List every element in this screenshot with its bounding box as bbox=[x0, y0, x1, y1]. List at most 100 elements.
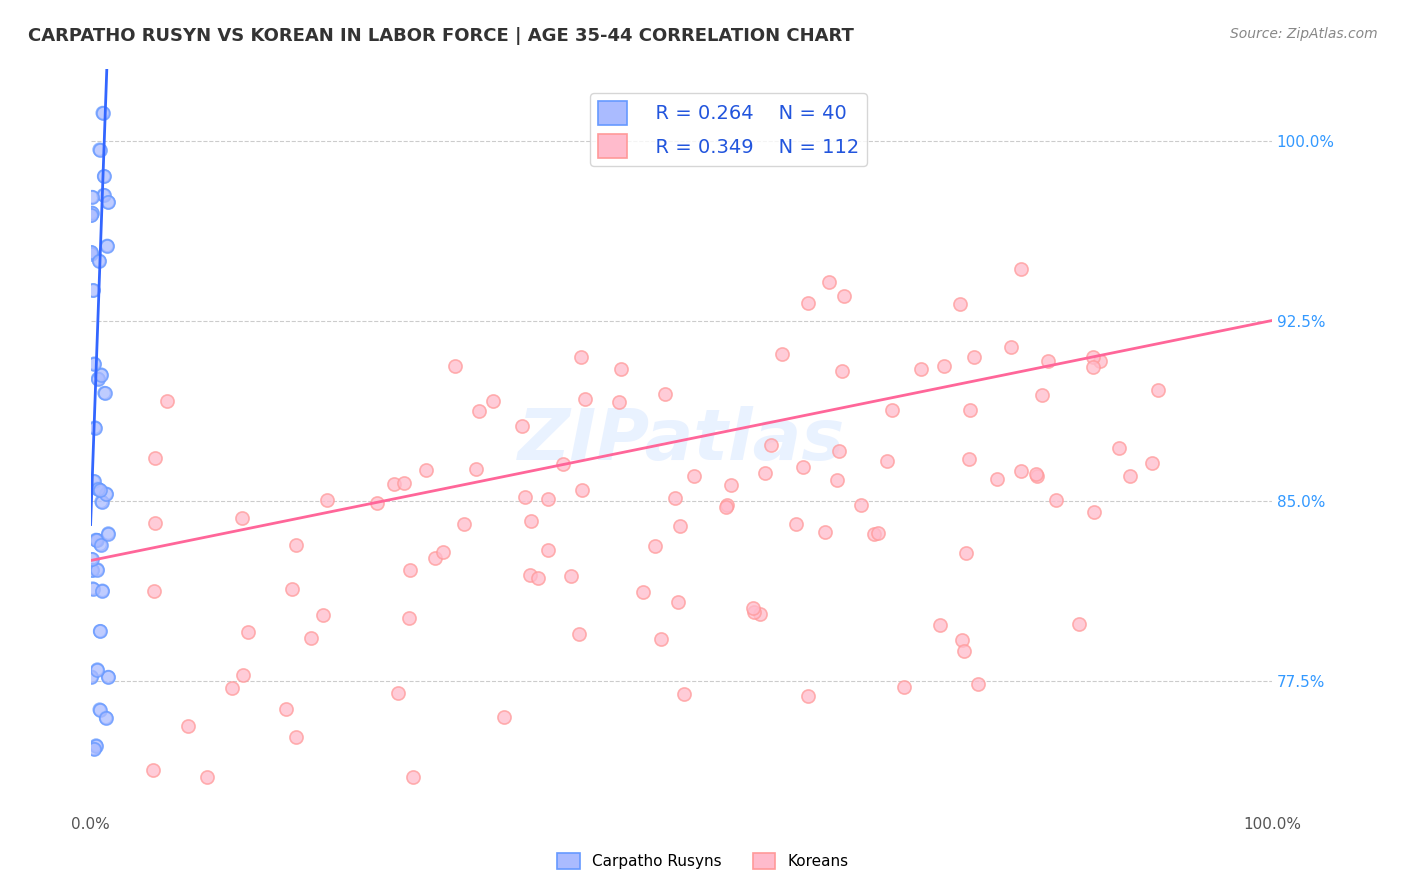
Point bbox=[742, 605, 765, 619]
Point bbox=[1083, 505, 1105, 519]
Point bbox=[80, 190, 103, 204]
Point bbox=[90, 538, 112, 552]
Text: CARPATHO RUSYN VS KOREAN IN LABOR FORCE | AGE 35-44 CORRELATION CHART: CARPATHO RUSYN VS KOREAN IN LABOR FORCE … bbox=[28, 27, 853, 45]
Point bbox=[86, 482, 108, 496]
Point bbox=[526, 571, 548, 585]
Point bbox=[607, 395, 630, 409]
Point bbox=[568, 627, 591, 641]
Point bbox=[654, 386, 676, 401]
Point bbox=[89, 483, 111, 497]
Point bbox=[80, 670, 103, 684]
Point bbox=[93, 169, 115, 184]
Point bbox=[80, 245, 103, 260]
Point bbox=[609, 361, 631, 376]
Point bbox=[1081, 360, 1104, 375]
Point bbox=[957, 452, 980, 467]
Point bbox=[86, 663, 108, 677]
Point bbox=[97, 526, 120, 541]
Point bbox=[402, 770, 425, 784]
Point bbox=[97, 526, 120, 541]
Point bbox=[90, 495, 112, 509]
Point bbox=[1069, 616, 1091, 631]
Point bbox=[868, 526, 890, 541]
Point bbox=[1108, 442, 1130, 456]
Point bbox=[80, 209, 103, 223]
Point bbox=[89, 253, 111, 268]
Point bbox=[571, 483, 593, 497]
Point bbox=[785, 517, 807, 532]
Point bbox=[749, 607, 772, 621]
Point bbox=[82, 582, 104, 596]
Point bbox=[574, 392, 596, 406]
Point bbox=[80, 206, 103, 220]
Point bbox=[537, 491, 560, 506]
Point bbox=[863, 527, 886, 541]
Point bbox=[177, 719, 200, 733]
Point bbox=[1000, 340, 1022, 354]
Point bbox=[398, 563, 420, 577]
Point bbox=[959, 402, 981, 417]
Point bbox=[84, 420, 107, 434]
Point bbox=[813, 524, 835, 539]
Point bbox=[382, 476, 405, 491]
Point bbox=[93, 188, 115, 202]
Point bbox=[93, 188, 115, 202]
Point bbox=[934, 359, 956, 373]
Point bbox=[453, 516, 475, 531]
Point bbox=[143, 451, 166, 466]
Point bbox=[669, 519, 692, 533]
Point bbox=[963, 350, 986, 364]
Point bbox=[84, 739, 107, 753]
Point bbox=[825, 473, 848, 487]
Point bbox=[1045, 493, 1067, 508]
Point bbox=[89, 143, 111, 157]
Point bbox=[97, 195, 120, 210]
Point bbox=[221, 681, 243, 695]
Point bbox=[716, 500, 738, 515]
Point bbox=[156, 393, 179, 408]
Point bbox=[90, 538, 112, 552]
Point bbox=[910, 362, 932, 376]
Point bbox=[87, 372, 110, 386]
Point bbox=[96, 487, 118, 501]
Point bbox=[716, 498, 738, 512]
Point bbox=[1010, 464, 1032, 478]
Point bbox=[232, 668, 254, 682]
Point bbox=[1011, 262, 1033, 277]
Point bbox=[231, 511, 253, 525]
Point bbox=[94, 711, 117, 725]
Point bbox=[423, 551, 446, 566]
Point bbox=[86, 482, 108, 496]
Point bbox=[80, 552, 103, 566]
Point bbox=[82, 563, 104, 577]
Point bbox=[84, 533, 107, 547]
Point bbox=[83, 742, 105, 756]
Point bbox=[950, 633, 973, 648]
Point bbox=[143, 516, 166, 531]
Point bbox=[83, 475, 105, 489]
Point bbox=[537, 543, 560, 558]
Point bbox=[93, 386, 115, 401]
Point bbox=[89, 703, 111, 717]
Point bbox=[797, 296, 820, 310]
Point bbox=[949, 296, 972, 310]
Point bbox=[966, 677, 988, 691]
Point bbox=[631, 584, 654, 599]
Point bbox=[650, 632, 672, 647]
Point bbox=[560, 569, 582, 583]
Point bbox=[82, 284, 104, 298]
Point bbox=[770, 347, 793, 361]
Point bbox=[761, 438, 783, 452]
Point bbox=[89, 143, 111, 157]
Point bbox=[1140, 457, 1163, 471]
Point bbox=[1025, 467, 1047, 482]
Point bbox=[86, 562, 108, 576]
Point bbox=[832, 288, 855, 302]
Point bbox=[796, 689, 818, 703]
Point bbox=[1119, 469, 1142, 483]
Point bbox=[86, 562, 108, 576]
Point bbox=[83, 357, 105, 371]
Point bbox=[80, 209, 103, 223]
Point bbox=[195, 770, 218, 784]
Point bbox=[482, 393, 505, 408]
